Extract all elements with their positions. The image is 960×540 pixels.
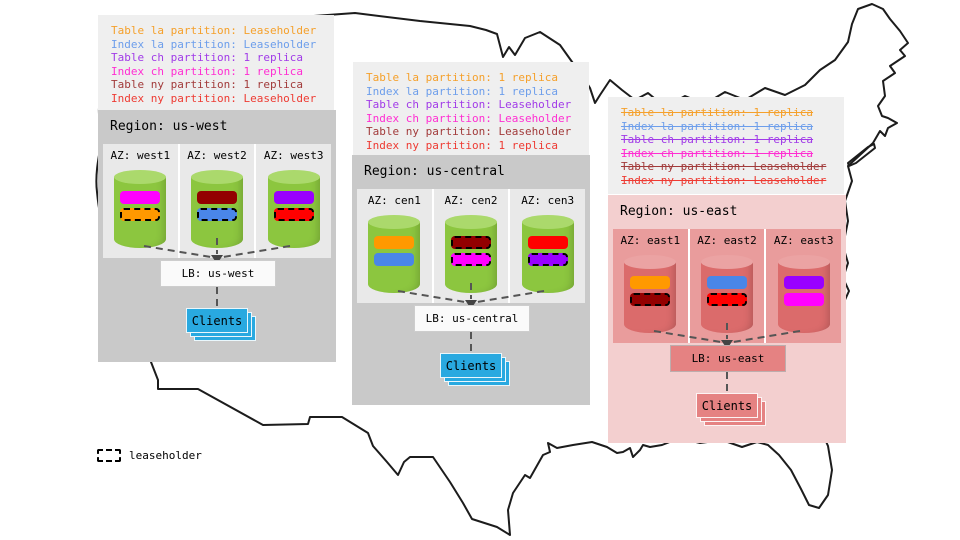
load-balancer-box: LB: us-west: [160, 260, 276, 287]
az-label: AZ: west3: [263, 149, 324, 162]
database-cylinder: [267, 170, 320, 248]
az-label: AZ: cen1: [367, 194, 421, 207]
legend-line: Table la partition: Leaseholder: [111, 24, 317, 37]
partition-bar: [783, 293, 824, 306]
clients-stack: Clients: [696, 393, 766, 426]
az-label: AZ: west2: [187, 149, 247, 162]
az-label: AZ: east3: [773, 234, 834, 247]
az-label: AZ: cen3: [521, 194, 575, 207]
clients-stack: Clients: [186, 308, 256, 341]
partition-bar: [273, 208, 314, 221]
partition-bar: [707, 276, 747, 289]
cylinder-top: [445, 215, 497, 229]
region-us-east: Region: us-east AZ: east1 AZ: east2: [608, 195, 846, 443]
az-east1: AZ: east1: [613, 229, 688, 343]
legend-line: Index ch partition: Leaseholder: [366, 111, 572, 125]
region-us-west: Region: us-west AZ: west1 AZ: west2: [98, 110, 336, 362]
leaseholder-key: leaseholder: [97, 449, 202, 462]
az-west3: AZ: west3: [256, 144, 332, 258]
partition-bar: [451, 253, 491, 266]
connector-lines: [397, 283, 545, 353]
partition-legend-us-central: Table la partition: 1 replica Index la p…: [353, 62, 589, 159]
partition-bar: [527, 253, 568, 266]
arrow-down-icon: [721, 340, 733, 349]
partition-bar: [197, 191, 237, 204]
partition-legend-us-east: Table la partition: 1 replica Index la p…: [608, 97, 844, 194]
legend-line: Table ny partition: 1 replica: [111, 78, 304, 91]
cylinder-top: [114, 170, 167, 184]
partition-bar: [451, 236, 491, 249]
database-cylinder: [368, 215, 421, 293]
legend-line: Index la partition: Leaseholder: [111, 37, 317, 51]
az-label: AZ: cen2: [444, 194, 498, 207]
leaseholder-key-label: leaseholder: [129, 449, 202, 462]
database-cylinder: [624, 255, 677, 333]
region-us-central: Region: us-central AZ: cen1 AZ: cen2: [352, 155, 590, 405]
connector-lines: [653, 323, 801, 393]
cylinder-top: [368, 215, 421, 229]
legend-line: Table ny partition: Leaseholder: [366, 125, 572, 138]
az-label: AZ: east1: [620, 234, 681, 247]
az-cen2: AZ: cen2: [433, 189, 509, 303]
arrow-down-icon: [465, 300, 477, 309]
cylinder-top: [521, 215, 574, 229]
leaseholder-swatch-icon: [97, 449, 121, 462]
partition-bar: [527, 236, 568, 249]
legend-line: Index ny partition: 1 replica: [366, 138, 559, 152]
region-title: Region: us-east: [620, 204, 738, 219]
clients-box: Clients: [440, 353, 502, 378]
partition-bar: [120, 208, 161, 221]
legend-line: Table la partition: 1 replica: [621, 106, 814, 119]
partition-bar: [630, 276, 671, 289]
clients-stack: Clients: [440, 353, 510, 386]
legend-line: Table ny partition: Leaseholder: [621, 160, 827, 173]
partition-bar: [783, 276, 824, 289]
database-cylinder: [777, 255, 830, 333]
az-cen3: AZ: cen3: [510, 189, 586, 303]
region-title: Region: us-west: [110, 119, 228, 134]
legend-line: Index ch partition: 1 replica: [621, 146, 814, 160]
cylinder-top: [624, 255, 677, 269]
az-label: AZ: west1: [110, 149, 171, 162]
legend-line: Table ch partition: Leaseholder: [366, 98, 572, 111]
legend-line: Index ch partition: 1 replica: [111, 64, 304, 78]
legend-line: Index la partition: 1 replica: [621, 119, 814, 133]
legend-line: Table la partition: 1 replica: [366, 71, 559, 84]
database-cylinder: [521, 215, 574, 293]
partition-bar: [374, 236, 415, 249]
database-cylinder: [114, 170, 167, 248]
partition-bar: [273, 191, 314, 204]
az-west1: AZ: west1: [103, 144, 178, 258]
az-cen1: AZ: cen1: [357, 189, 432, 303]
partition-bar: [197, 208, 237, 221]
clients-box: Clients: [186, 308, 248, 333]
partition-bar: [374, 253, 415, 266]
partition-bar: [630, 293, 671, 306]
az-east3: AZ: east3: [766, 229, 842, 343]
cylinder-top: [777, 255, 830, 269]
cylinder-top: [191, 170, 243, 184]
clients-box: Clients: [696, 393, 758, 418]
az-label: AZ: east2: [697, 234, 757, 247]
partition-bar: [707, 293, 747, 306]
load-balancer-box: LB: us-central: [414, 305, 530, 332]
partition-legend-us-west: Table la partition: Leaseholder Index la…: [98, 15, 334, 112]
legend-line: Index la partition: 1 replica: [366, 84, 559, 98]
connector-lines: [143, 238, 291, 308]
arrow-down-icon: [211, 255, 223, 264]
database-cylinder: [191, 170, 243, 248]
database-cylinder: [445, 215, 497, 293]
az-west2: AZ: west2: [179, 144, 255, 258]
legend-line: Index ny partition: Leaseholder: [621, 173, 827, 187]
database-cylinder: [701, 255, 753, 333]
legend-line: Table ch partition: 1 replica: [111, 51, 304, 64]
region-title: Region: us-central: [364, 164, 505, 179]
load-balancer-box: LB: us-east: [670, 345, 786, 372]
legend-line: Index ny partition: Leaseholder: [111, 91, 317, 105]
cylinder-top: [701, 255, 753, 269]
partition-bar: [120, 191, 161, 204]
legend-line: Table ch partition: 1 replica: [621, 133, 814, 146]
cylinder-top: [267, 170, 320, 184]
